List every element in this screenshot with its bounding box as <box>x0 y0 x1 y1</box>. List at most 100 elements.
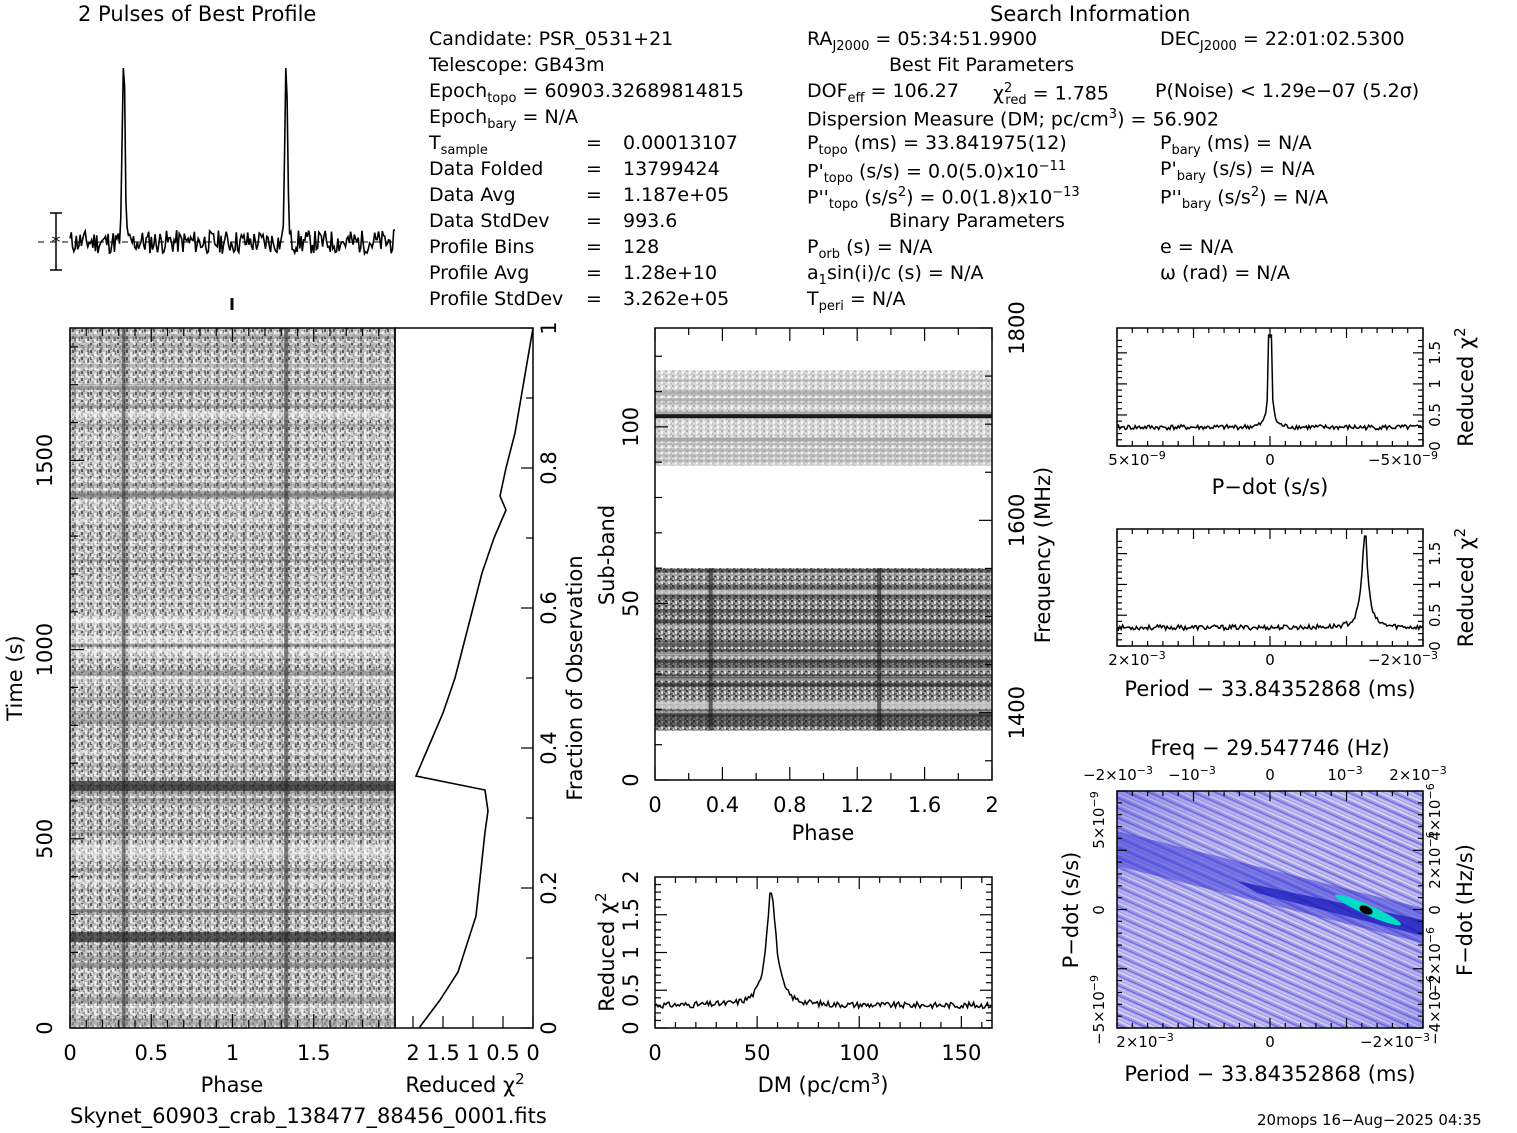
time-chi-xlabel: Reduced χ2 <box>405 1070 524 1097</box>
time-phase-row-band <box>70 423 395 427</box>
period-pdot-title: Freq − 29.547746 (Hz) <box>1150 736 1389 760</box>
period-chi-line <box>1116 535 1424 632</box>
info-row-equals: = <box>586 158 602 180</box>
time-phase-row-band <box>70 635 395 640</box>
subband-x-tick-label: 0 <box>648 793 661 817</box>
period-chi-y-tick-label: 1.5 <box>1426 542 1444 566</box>
dm-xlabel: DM (pc/cm3) <box>758 1070 889 1097</box>
subband-row-band <box>655 651 992 655</box>
time-phase-row-band <box>70 493 395 499</box>
period-pdot-top-tick-label: 10−3 <box>1327 764 1362 784</box>
time-phase-ylabel: Time (s) <box>3 635 27 721</box>
period-pdot-peak <box>1359 905 1373 915</box>
time-phase-row-band <box>70 946 395 951</box>
info-row-value: 0.00013107 <box>623 132 738 154</box>
period-pdot-right-tick-label: −2×10−6 <box>1424 927 1444 997</box>
time-chi-x-tick-label: 0.5 <box>486 1041 519 1065</box>
time-phase-row-band <box>70 675 395 679</box>
pdot-chi-x-tick-label: 5×10−9 <box>1108 449 1165 469</box>
time-phase-row-band <box>70 638 395 645</box>
info-ra: RAJ2000 = 05:34:51.9900 <box>807 28 1038 54</box>
dm-chi-plot: 0 50 100 150 0 0.5 1 1.5 2 DM (pc/cm3) Reduced χ2 <box>592 870 993 1097</box>
dm-y-tick-label: 2 <box>619 870 643 883</box>
time-phase-row-band <box>70 656 395 659</box>
subband-row-band <box>655 722 992 727</box>
dm-y-tick-label: 0 <box>619 1021 643 1034</box>
pdot-chi-xlabel: P−dot (s/s) <box>1212 475 1329 499</box>
subband-row-band <box>655 678 992 681</box>
dm-chi-frame <box>654 876 993 1029</box>
time-chi-frame <box>394 327 534 1029</box>
time-phase-row-band <box>70 669 395 673</box>
time-phase-row-band <box>70 618 395 623</box>
binary-title: Binary Parameters <box>889 210 1065 232</box>
time-chi-x-tick-label: 0 <box>526 1041 539 1065</box>
pdot-chi-y-tick-label: 0 <box>1426 441 1444 451</box>
pdot-chi-y-tick-label: 0.5 <box>1426 403 1444 427</box>
time-phase-x-tick-label: 0.5 <box>135 1041 168 1065</box>
footer-timestamp: 20mops 16−Aug−2025 04:35 <box>1257 1111 1482 1129</box>
info-dec: DECJ2000 = 22:01:02.5300 <box>1160 28 1405 54</box>
info-row-equals: = <box>586 288 602 310</box>
time-phase-row-band <box>70 643 395 648</box>
time-phase-row-band <box>70 436 395 441</box>
dark-time-row <box>70 780 395 791</box>
pdot-chi-frame <box>1116 327 1424 447</box>
subband-x-tick-label: 0.8 <box>773 793 806 817</box>
time-chi-y-tick-label: 1 <box>537 321 561 334</box>
subband-x-tick-label: 1.6 <box>908 793 941 817</box>
info-pddot-bary: P''bary (s/s2) = N/A <box>1160 185 1329 213</box>
subband-freq-tick-label: 1800 <box>1005 301 1029 354</box>
info-row-label: Profile StdDev <box>429 288 564 310</box>
period-pdot-bottom-tick-label: 0 <box>1265 1033 1275 1051</box>
info-chi2: χ2red = 1.785 <box>993 81 1109 109</box>
subband-row-band <box>655 410 992 414</box>
time-phase-row-band <box>70 412 395 417</box>
info-pbary: Pbary (ms) = N/A <box>1160 132 1312 158</box>
pulse-column <box>284 328 289 1028</box>
info-row-value: 13799424 <box>623 158 720 180</box>
subband-row-band <box>655 398 992 401</box>
subband-row-band <box>655 649 992 654</box>
subband-row-band <box>655 442 992 446</box>
time-phase-row-band <box>70 710 395 715</box>
period-pdot-top-tick-label: 2×10−3 <box>1389 764 1446 784</box>
subband-row-band <box>655 589 992 594</box>
pdot-chi-y-tick-label: 1 <box>1426 379 1444 389</box>
time-phase-row-band <box>70 909 395 913</box>
period-pdot-y2label: F−dot (Hz/s) <box>1453 844 1477 976</box>
info-ptopo: Ptopo (ms) = 33.841975(12) <box>807 132 1067 158</box>
period-chi-ylabel: Reduced χ2 <box>1451 528 1478 647</box>
best-fit-title: Best Fit Parameters <box>889 54 1075 76</box>
time-phase-row-band <box>70 798 395 802</box>
info-candidate: Candidate: PSR_0531+21 <box>429 28 674 50</box>
info-row-value: 128 <box>623 236 660 258</box>
period-pdot-left-tick-label: 0 <box>1090 905 1108 915</box>
pdot-chi-x-tick-label: 0 <box>1265 451 1275 469</box>
info-telescope: Telescope: GB43m <box>429 54 605 76</box>
info-pdot-topo: P'topo (s/s) = 0.0(5.0)x10−11 <box>807 159 1067 187</box>
info-row-value: 1.187e+05 <box>623 184 730 206</box>
subband-row-band <box>655 700 992 705</box>
info-row-label: Data StdDev <box>429 210 550 232</box>
period-pdot-top-tick-label: −2×10−3 <box>1083 764 1153 784</box>
subband-row-band <box>655 609 992 614</box>
info-row-label: Data Folded <box>429 158 544 180</box>
info-epoch-topo: Epochtopo = 60903.32689814815 <box>429 80 744 106</box>
time-phase-row-band <box>70 962 395 967</box>
period-chi-x-tick-label: 2×10−3 <box>1108 649 1165 669</box>
period-chi-x-tick-label: −2×10−3 <box>1368 649 1438 669</box>
time-phase-row-band <box>70 844 395 848</box>
info-row-label: Profile Avg <box>429 262 530 284</box>
period-pdot-bottom-tick-label: −2×10−3 <box>1360 1031 1430 1051</box>
time-phase-row-band <box>70 963 395 968</box>
dm-y-tick-label: 1 <box>619 946 643 959</box>
time-phase-y-tick-label: 500 <box>33 819 57 859</box>
pdot-chi-line <box>1116 334 1424 432</box>
time-phase-row-band <box>70 996 395 1000</box>
time-phase-row-band <box>70 671 395 676</box>
subband-pulse-column <box>877 568 882 731</box>
info-pnoise: P(Noise) < 1.29e−07 (5.2σ) <box>1155 80 1420 102</box>
subband-row-band <box>655 683 992 688</box>
